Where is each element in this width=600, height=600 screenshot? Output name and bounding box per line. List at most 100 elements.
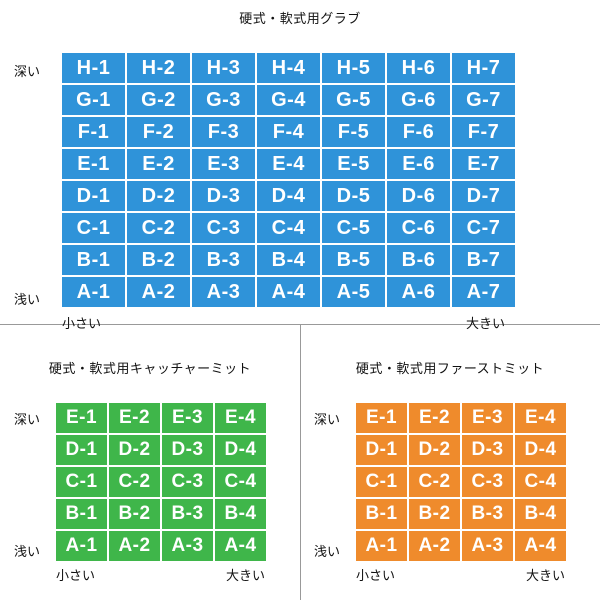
- panel-title-glove: 硬式・軟式用グラブ: [0, 8, 600, 27]
- grid-wrap-glove: 深い浅い小さい大きいH-1H-2H-3H-4H-5H-6H-7G-1G-2G-3…: [0, 33, 600, 319]
- cell-glove-C5: C-5: [322, 213, 385, 243]
- cell-catcher-B4: B-4: [215, 499, 266, 529]
- cell-glove-H2: H-2: [127, 53, 190, 83]
- axis-y-bottom-catcher: 浅い: [14, 541, 40, 560]
- cell-catcher-B2: B-2: [109, 499, 160, 529]
- cell-catcher-E3: E-3: [162, 403, 213, 433]
- cell-glove-G4: G-4: [257, 85, 320, 115]
- cell-first-D1: D-1: [356, 435, 407, 465]
- axis-x-left-catcher: 小さい: [56, 565, 95, 584]
- cell-catcher-D3: D-3: [162, 435, 213, 465]
- cell-first-C1: C-1: [356, 467, 407, 497]
- cell-glove-C6: C-6: [387, 213, 450, 243]
- cell-catcher-D2: D-2: [109, 435, 160, 465]
- cell-glove-B1: B-1: [62, 245, 125, 275]
- cell-glove-F6: F-6: [387, 117, 450, 147]
- grid-glove: H-1H-2H-3H-4H-5H-6H-7G-1G-2G-3G-4G-5G-6G…: [62, 53, 515, 307]
- cell-catcher-A4: A-4: [215, 531, 266, 561]
- cell-glove-A5: A-5: [322, 277, 385, 307]
- cell-catcher-E1: E-1: [56, 403, 107, 433]
- axis-y-bottom-first: 浅い: [314, 541, 340, 560]
- axis-y-top-first: 深い: [314, 409, 340, 428]
- axis-y-bottom-glove: 浅い: [14, 289, 40, 308]
- cell-glove-F4: F-4: [257, 117, 320, 147]
- panel-glove: 硬式・軟式用グラブ深い浅い小さい大きいH-1H-2H-3H-4H-5H-6H-7…: [0, 8, 600, 319]
- cell-first-D4: D-4: [515, 435, 566, 465]
- cell-glove-B6: B-6: [387, 245, 450, 275]
- cell-glove-H5: H-5: [322, 53, 385, 83]
- cell-glove-A7: A-7: [452, 277, 515, 307]
- cell-glove-A6: A-6: [387, 277, 450, 307]
- cell-glove-A2: A-2: [127, 277, 190, 307]
- cell-glove-E7: E-7: [452, 149, 515, 179]
- cell-glove-B2: B-2: [127, 245, 190, 275]
- cell-glove-F3: F-3: [192, 117, 255, 147]
- cell-glove-E3: E-3: [192, 149, 255, 179]
- cell-glove-E2: E-2: [127, 149, 190, 179]
- cell-glove-E5: E-5: [322, 149, 385, 179]
- axis-y-top-catcher: 深い: [14, 409, 40, 428]
- axis-x-right-glove: 大きい: [466, 313, 505, 332]
- cell-glove-B7: B-7: [452, 245, 515, 275]
- axis-x-left-first: 小さい: [356, 565, 395, 584]
- cell-catcher-A2: A-2: [109, 531, 160, 561]
- cell-first-E4: E-4: [515, 403, 566, 433]
- cell-first-D2: D-2: [409, 435, 460, 465]
- cell-first-A4: A-4: [515, 531, 566, 561]
- cell-glove-A3: A-3: [192, 277, 255, 307]
- cell-glove-B5: B-5: [322, 245, 385, 275]
- cell-glove-C4: C-4: [257, 213, 320, 243]
- cell-first-E1: E-1: [356, 403, 407, 433]
- axis-y-top-glove: 深い: [14, 61, 40, 80]
- cell-catcher-C2: C-2: [109, 467, 160, 497]
- cell-glove-D2: D-2: [127, 181, 190, 211]
- cell-first-C4: C-4: [515, 467, 566, 497]
- cell-glove-H7: H-7: [452, 53, 515, 83]
- cell-glove-F7: F-7: [452, 117, 515, 147]
- cell-glove-E1: E-1: [62, 149, 125, 179]
- cell-glove-A4: A-4: [257, 277, 320, 307]
- cell-glove-C2: C-2: [127, 213, 190, 243]
- cell-glove-H3: H-3: [192, 53, 255, 83]
- cell-glove-B4: B-4: [257, 245, 320, 275]
- cell-glove-B3: B-3: [192, 245, 255, 275]
- cell-catcher-D1: D-1: [56, 435, 107, 465]
- cell-glove-F2: F-2: [127, 117, 190, 147]
- cell-catcher-B3: B-3: [162, 499, 213, 529]
- axis-x-right-catcher: 大きい: [226, 565, 265, 584]
- cell-glove-H1: H-1: [62, 53, 125, 83]
- cell-glove-A1: A-1: [62, 277, 125, 307]
- cell-glove-G1: G-1: [62, 85, 125, 115]
- axis-x-right-first: 大きい: [526, 565, 565, 584]
- cell-glove-F5: F-5: [322, 117, 385, 147]
- cell-first-C3: C-3: [462, 467, 513, 497]
- cell-glove-C7: C-7: [452, 213, 515, 243]
- cell-catcher-A3: A-3: [162, 531, 213, 561]
- cell-glove-D7: D-7: [452, 181, 515, 211]
- cell-first-A2: A-2: [409, 531, 460, 561]
- cell-catcher-C3: C-3: [162, 467, 213, 497]
- panel-title-catcher: 硬式・軟式用キャッチャーミット: [0, 358, 300, 377]
- grid-wrap-catcher: 深い浅い小さい大きいE-1E-2E-3E-4D-1D-2D-3D-4C-1C-2…: [0, 383, 300, 573]
- cell-glove-C3: C-3: [192, 213, 255, 243]
- cell-first-B4: B-4: [515, 499, 566, 529]
- cell-first-E2: E-2: [409, 403, 460, 433]
- cell-glove-G5: G-5: [322, 85, 385, 115]
- cell-glove-G6: G-6: [387, 85, 450, 115]
- cell-glove-D3: D-3: [192, 181, 255, 211]
- grid-wrap-first: 深い浅い小さい大きいE-1E-2E-3E-4D-1D-2D-3D-4C-1C-2…: [300, 383, 600, 573]
- cell-glove-E6: E-6: [387, 149, 450, 179]
- cell-glove-D1: D-1: [62, 181, 125, 211]
- cell-glove-E4: E-4: [257, 149, 320, 179]
- panel-catcher: 硬式・軟式用キャッチャーミット深い浅い小さい大きいE-1E-2E-3E-4D-1…: [0, 358, 300, 573]
- cell-first-B2: B-2: [409, 499, 460, 529]
- cell-first-C2: C-2: [409, 467, 460, 497]
- cell-glove-F1: F-1: [62, 117, 125, 147]
- cell-glove-G3: G-3: [192, 85, 255, 115]
- cell-glove-D5: D-5: [322, 181, 385, 211]
- cell-catcher-E2: E-2: [109, 403, 160, 433]
- cell-first-E3: E-3: [462, 403, 513, 433]
- cell-first-A1: A-1: [356, 531, 407, 561]
- cell-catcher-A1: A-1: [56, 531, 107, 561]
- grid-first: E-1E-2E-3E-4D-1D-2D-3D-4C-1C-2C-3C-4B-1B…: [356, 403, 566, 561]
